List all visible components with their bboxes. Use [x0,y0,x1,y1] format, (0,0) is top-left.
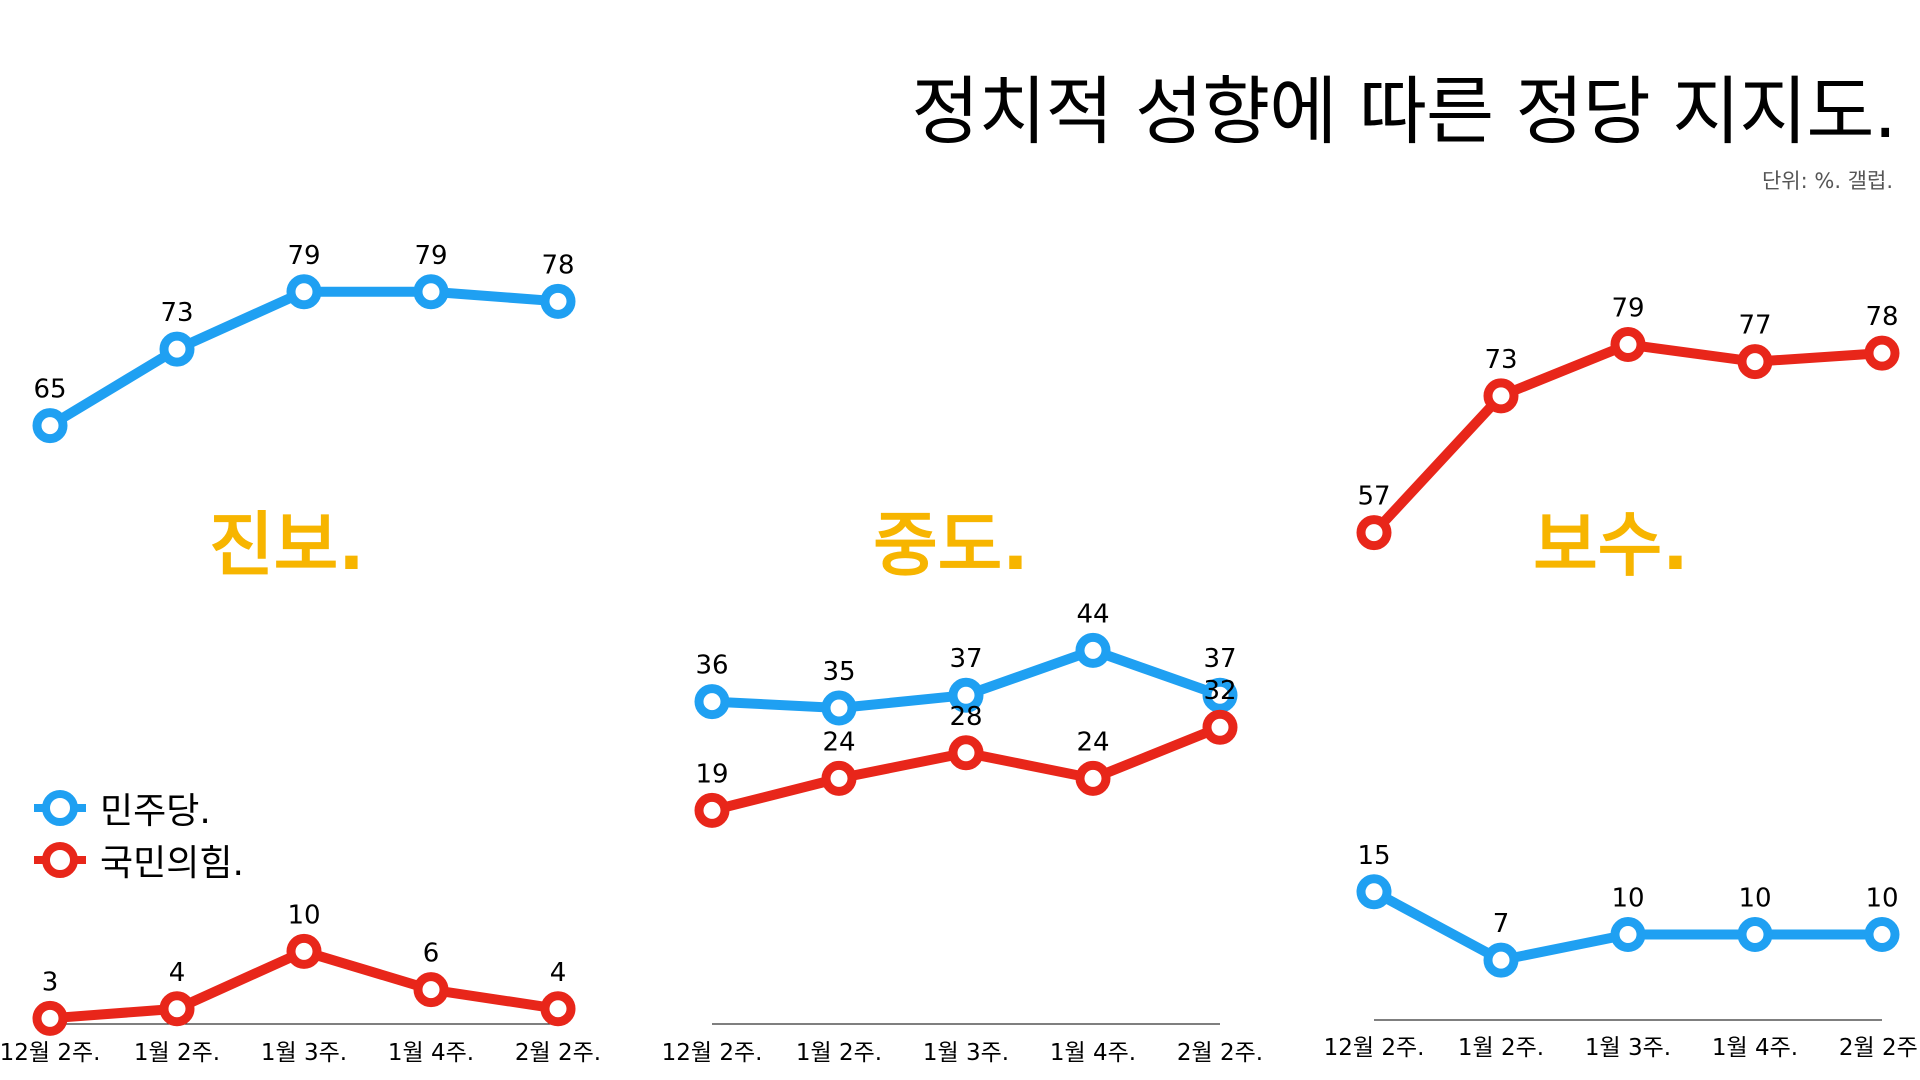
data-point [1483,378,1519,414]
x-tick-label: 2월 2주. [1839,1035,1920,1061]
x-tick-label: 1월 2주. [1458,1035,1544,1061]
data-point [1356,874,1392,910]
x-tick-label: 12월 2주. [662,1040,763,1066]
data-label: 7 [1493,909,1510,939]
data-label: 65 [33,375,66,405]
data-point [159,331,195,367]
data-label: 6 [423,939,440,969]
data-label: 4 [169,958,186,988]
data-point [32,408,68,444]
data-point [948,677,984,713]
x-tick-label: 1월 2주. [134,1040,220,1066]
data-label: 10 [1611,884,1644,914]
legend-label: 국민의힘. [100,843,244,884]
data-point [413,274,449,310]
data-point [821,690,857,726]
legend: 민주당. 국민의힘. [34,782,244,886]
data-point [1610,917,1646,952]
legend-marker-icon [34,842,86,878]
data-label: 73 [160,298,193,328]
data-label: 78 [1865,302,1898,332]
data-point [1202,677,1238,713]
data-point [1356,515,1392,551]
data-point [821,760,857,796]
data-label: 32 [1203,676,1236,706]
data-point [1737,344,1773,380]
data-label: 3 [42,967,59,997]
data-point [32,1000,68,1036]
data-label: 10 [1738,884,1771,914]
data-label: 10 [1865,884,1898,914]
data-point [286,933,322,969]
data-label: 79 [1611,294,1644,324]
data-point [1610,327,1646,363]
unit-source-note: 단위: %. 갤럽. [1761,169,1893,193]
series-line [45,286,563,431]
panel-title: 중도. [873,504,1028,586]
data-point [159,991,195,1027]
data-label: 37 [949,644,982,674]
x-tick-label: 1월 2주. [796,1040,882,1066]
panel-title: 진보. [209,504,364,586]
x-tick-label: 1월 3주. [261,1040,347,1066]
x-tick-label: 1월 3주. [1585,1035,1671,1061]
data-label: 57 [1357,482,1390,512]
data-label: 24 [822,727,855,757]
legend-item-democratic: 민주당. [34,782,244,834]
data-point [1075,760,1111,796]
data-label: 79 [414,241,447,271]
data-label: 77 [1738,311,1771,341]
data-label: 28 [949,702,982,732]
data-label: 15 [1357,841,1390,871]
data-point [694,684,730,720]
data-label: 19 [695,759,728,789]
data-label: 37 [1203,644,1236,674]
data-point [540,283,576,319]
data-label: 73 [1484,345,1517,375]
data-point [286,274,322,310]
data-point [1075,632,1111,668]
data-label: 24 [1076,727,1109,757]
data-point [1483,942,1519,978]
x-tick-label: 1월 4주. [1050,1040,1136,1066]
x-tick-label: 1월 3주. [923,1040,1009,1066]
data-label: 35 [822,657,855,687]
data-point [694,792,730,828]
legend-label: 민주당. [100,791,211,832]
legend-marker-icon [34,790,86,826]
x-tick-label: 2월 2주. [1177,1040,1263,1066]
data-point [540,991,576,1027]
data-point [948,735,984,771]
data-label: 78 [541,250,574,280]
data-label: 4 [550,958,567,988]
x-tick-label: 12월 2주. [0,1040,100,1066]
chart-title: 정치적 성향에 따른 정당 지지도. [911,69,1897,155]
panel-title: 보수. [1533,504,1688,586]
data-label: 44 [1076,599,1109,629]
data-point [1864,335,1900,371]
x-tick-label: 1월 4주. [388,1040,474,1066]
data-point [413,972,449,1008]
data-label: 36 [695,651,728,681]
data-point [1864,917,1900,952]
data-label: 79 [287,241,320,271]
x-tick-label: 12월 2주. [1324,1035,1425,1061]
data-label: 10 [287,900,320,930]
legend-item-ppp: 국민의힘. [34,834,244,886]
x-tick-label: 1월 4주. [1712,1035,1798,1061]
x-tick-label: 2월 2주. [515,1040,601,1066]
data-point [1202,709,1238,745]
data-point [1737,917,1773,952]
